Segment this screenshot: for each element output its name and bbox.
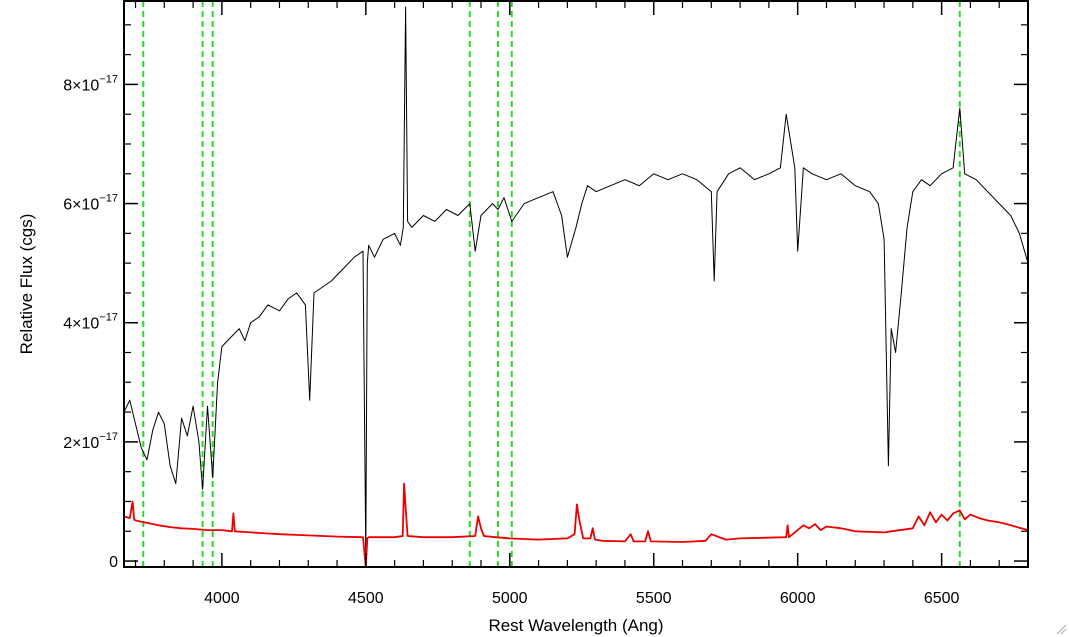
x-tick-label: 4500 (348, 590, 384, 607)
y-tick-label: 8×10−17 (63, 73, 118, 94)
x-axis-title: Rest Wavelength (Ang) (488, 616, 663, 635)
series-group (123, 6, 1029, 568)
x-tick-label: 6500 (924, 590, 960, 607)
y-tick-label: 6×10−17 (63, 193, 118, 214)
plot-axes: 4000 4500 5000 5500 6000 6500 0 2×10−17 4×10−17 6… (63, 0, 1029, 607)
x-tick-label: 6000 (780, 590, 816, 607)
emission-line-markers (142, 1, 961, 567)
x-tick-label: 4000 (204, 590, 240, 607)
series-line-1 (123, 482, 1029, 568)
plot-frame (123, 0, 1029, 568)
y-tick-label: 2×10−17 (63, 431, 118, 452)
series-line-0 (123, 6, 1029, 556)
y-tick-label: 4×10−17 (63, 312, 118, 333)
x-tick-label: 5000 (492, 590, 528, 607)
resize-grip-icon[interactable] (1055, 623, 1067, 635)
x-tick-label: 5500 (636, 590, 672, 607)
y-axis-title: Relative Flux (cgs) (17, 214, 36, 355)
y-tick-label: 0 (109, 554, 118, 571)
